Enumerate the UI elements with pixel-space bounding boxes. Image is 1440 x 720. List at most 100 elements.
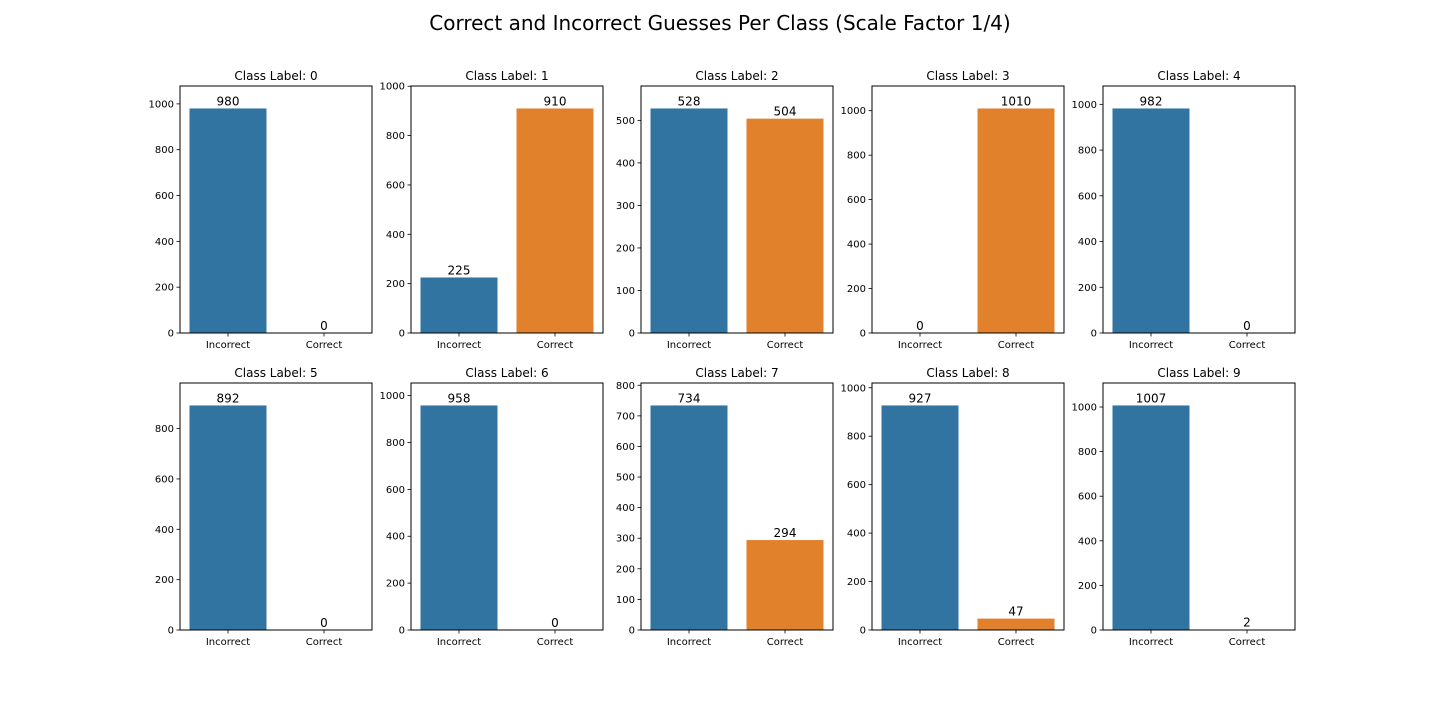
- subplot-title: Class Label: 9: [1157, 366, 1240, 380]
- bar-correct: [977, 108, 1055, 333]
- data-label: 1007: [1136, 391, 1167, 405]
- bar-incorrect: [881, 405, 959, 630]
- bar-correct: [746, 118, 824, 333]
- data-label: 528: [678, 94, 701, 108]
- subplot-title: Class Label: 0: [234, 69, 317, 83]
- y-tick-label: 0: [168, 329, 174, 340]
- subplot-title: Class Label: 2: [695, 69, 778, 83]
- x-tick-label: Incorrect: [1129, 637, 1173, 648]
- y-tick-label: 1000: [1072, 100, 1097, 111]
- y-tick-label: 1000: [1072, 403, 1097, 414]
- y-tick-label: 0: [1091, 329, 1097, 340]
- y-tick-label: 100: [616, 286, 635, 297]
- bar-correct: [516, 108, 594, 333]
- y-tick-label: 0: [629, 329, 635, 340]
- y-tick-label: 200: [386, 579, 405, 590]
- y-tick-label: 400: [386, 230, 405, 241]
- y-tick-label: 600: [847, 195, 866, 206]
- subplot-1: Class Label: 1 225 Incorrect 910 Correct 0 200…: [380, 69, 604, 351]
- data-label: 734: [678, 391, 701, 405]
- x-tick-label: Incorrect: [437, 340, 481, 351]
- data-label: 2: [1243, 616, 1251, 630]
- x-tick-label: Incorrect: [667, 637, 711, 648]
- y-tick-label: 800: [155, 424, 174, 435]
- y-tick-label: 800: [386, 131, 405, 142]
- subplot-3: Class Label: 3 0 Incorrect 1010 Correct 0 200 4…: [841, 69, 1065, 351]
- data-label: 958: [448, 391, 471, 405]
- x-tick-label: Correct: [1229, 637, 1266, 648]
- y-tick-label: 0: [168, 626, 174, 637]
- subplot-grid: Class Label: 0980Incorrect0Correct020040…: [149, 69, 1296, 648]
- axes-frame: [179, 85, 373, 334]
- y-tick-label: 800: [1078, 146, 1097, 157]
- subplot-title: Class Label: 4: [1157, 69, 1240, 83]
- subplot-6: Class Label: 6 958 Incorrect 0 Correct 0 200 40…: [380, 366, 604, 648]
- bar-correct: [746, 540, 824, 630]
- data-label: 0: [916, 319, 924, 333]
- y-tick-label: 800: [386, 438, 405, 449]
- y-tick-label: 800: [155, 145, 174, 156]
- y-tick-label: 800: [847, 151, 866, 162]
- x-tick-label: Incorrect: [206, 637, 250, 648]
- data-label: 504: [774, 105, 797, 119]
- subplot-2: Class Label: 2 528 Incorrect 504 Correct 0 100…: [616, 69, 834, 351]
- y-tick-label: 400: [847, 240, 866, 251]
- bar-incorrect: [189, 108, 267, 333]
- subplot-title: Class Label: 8: [926, 366, 1009, 380]
- y-tick-label: 0: [399, 329, 405, 340]
- y-tick-label: 500: [616, 473, 635, 484]
- bar-incorrect: [420, 405, 498, 630]
- y-tick-label: 800: [847, 432, 866, 443]
- y-tick-label: 100: [616, 595, 635, 606]
- x-tick-label: Correct: [767, 637, 804, 648]
- data-label: 1010: [1001, 94, 1032, 108]
- axes-frame: [410, 382, 604, 631]
- y-tick-label: 0: [860, 329, 866, 340]
- subplot-title: Class Label: 3: [926, 69, 1009, 83]
- y-tick-label: 200: [1078, 581, 1097, 592]
- axes-frame: [640, 382, 834, 631]
- y-tick-label: 300: [616, 201, 635, 212]
- subplot-7: Class Label: 7 734 Incorrect 294 Correct 0 100…: [616, 366, 834, 648]
- x-tick-label: Correct: [998, 340, 1035, 351]
- y-tick-label: 600: [386, 180, 405, 191]
- data-label: 982: [1140, 94, 1163, 108]
- y-tick-label: 200: [155, 283, 174, 294]
- subplot-8: Class Label: 8 927 Incorrect 47 Correct 0 200 4…: [841, 366, 1065, 648]
- y-tick-label: 1000: [841, 106, 866, 117]
- data-label: 927: [909, 391, 932, 405]
- data-label: 0: [1243, 319, 1251, 333]
- axes-frame: [871, 85, 1065, 334]
- bar-incorrect: [1112, 405, 1190, 630]
- data-label: 0: [320, 616, 328, 630]
- y-tick-label: 600: [616, 442, 635, 453]
- y-tick-label: 200: [1078, 283, 1097, 294]
- subplot-9: Class Label: 9 1007 Incorrect 2 Correct 0 200 4…: [1072, 366, 1296, 648]
- y-tick-label: 400: [616, 158, 635, 169]
- y-tick-label: 700: [616, 411, 635, 422]
- y-tick-label: 600: [155, 191, 174, 202]
- y-tick-label: 400: [155, 525, 174, 536]
- subplot-title: Class Label: 1: [465, 69, 548, 83]
- y-tick-label: 500: [616, 116, 635, 127]
- data-label: 980: [217, 94, 240, 108]
- y-tick-label: 0: [399, 626, 405, 637]
- bar-incorrect: [420, 277, 498, 333]
- y-tick-label: 1000: [841, 383, 866, 394]
- data-label: 225: [448, 263, 471, 277]
- y-tick-label: 400: [616, 503, 635, 514]
- x-tick-label: Correct: [537, 340, 574, 351]
- x-tick-label: Incorrect: [1129, 340, 1173, 351]
- x-tick-label: Correct: [998, 637, 1035, 648]
- subplot-title: Class Label: 6: [465, 366, 548, 380]
- y-tick-label: 800: [1078, 447, 1097, 458]
- axes-frame: [410, 85, 604, 334]
- y-tick-label: 200: [847, 284, 866, 295]
- y-tick-label: 200: [616, 243, 635, 254]
- y-tick-label: 600: [1078, 191, 1097, 202]
- subplot-5: Class Label: 5 892 Incorrect 0 Correct 0 200 40…: [155, 366, 373, 648]
- y-tick-label: 200: [155, 575, 174, 586]
- data-label: 910: [544, 94, 567, 108]
- bar-incorrect: [650, 405, 728, 630]
